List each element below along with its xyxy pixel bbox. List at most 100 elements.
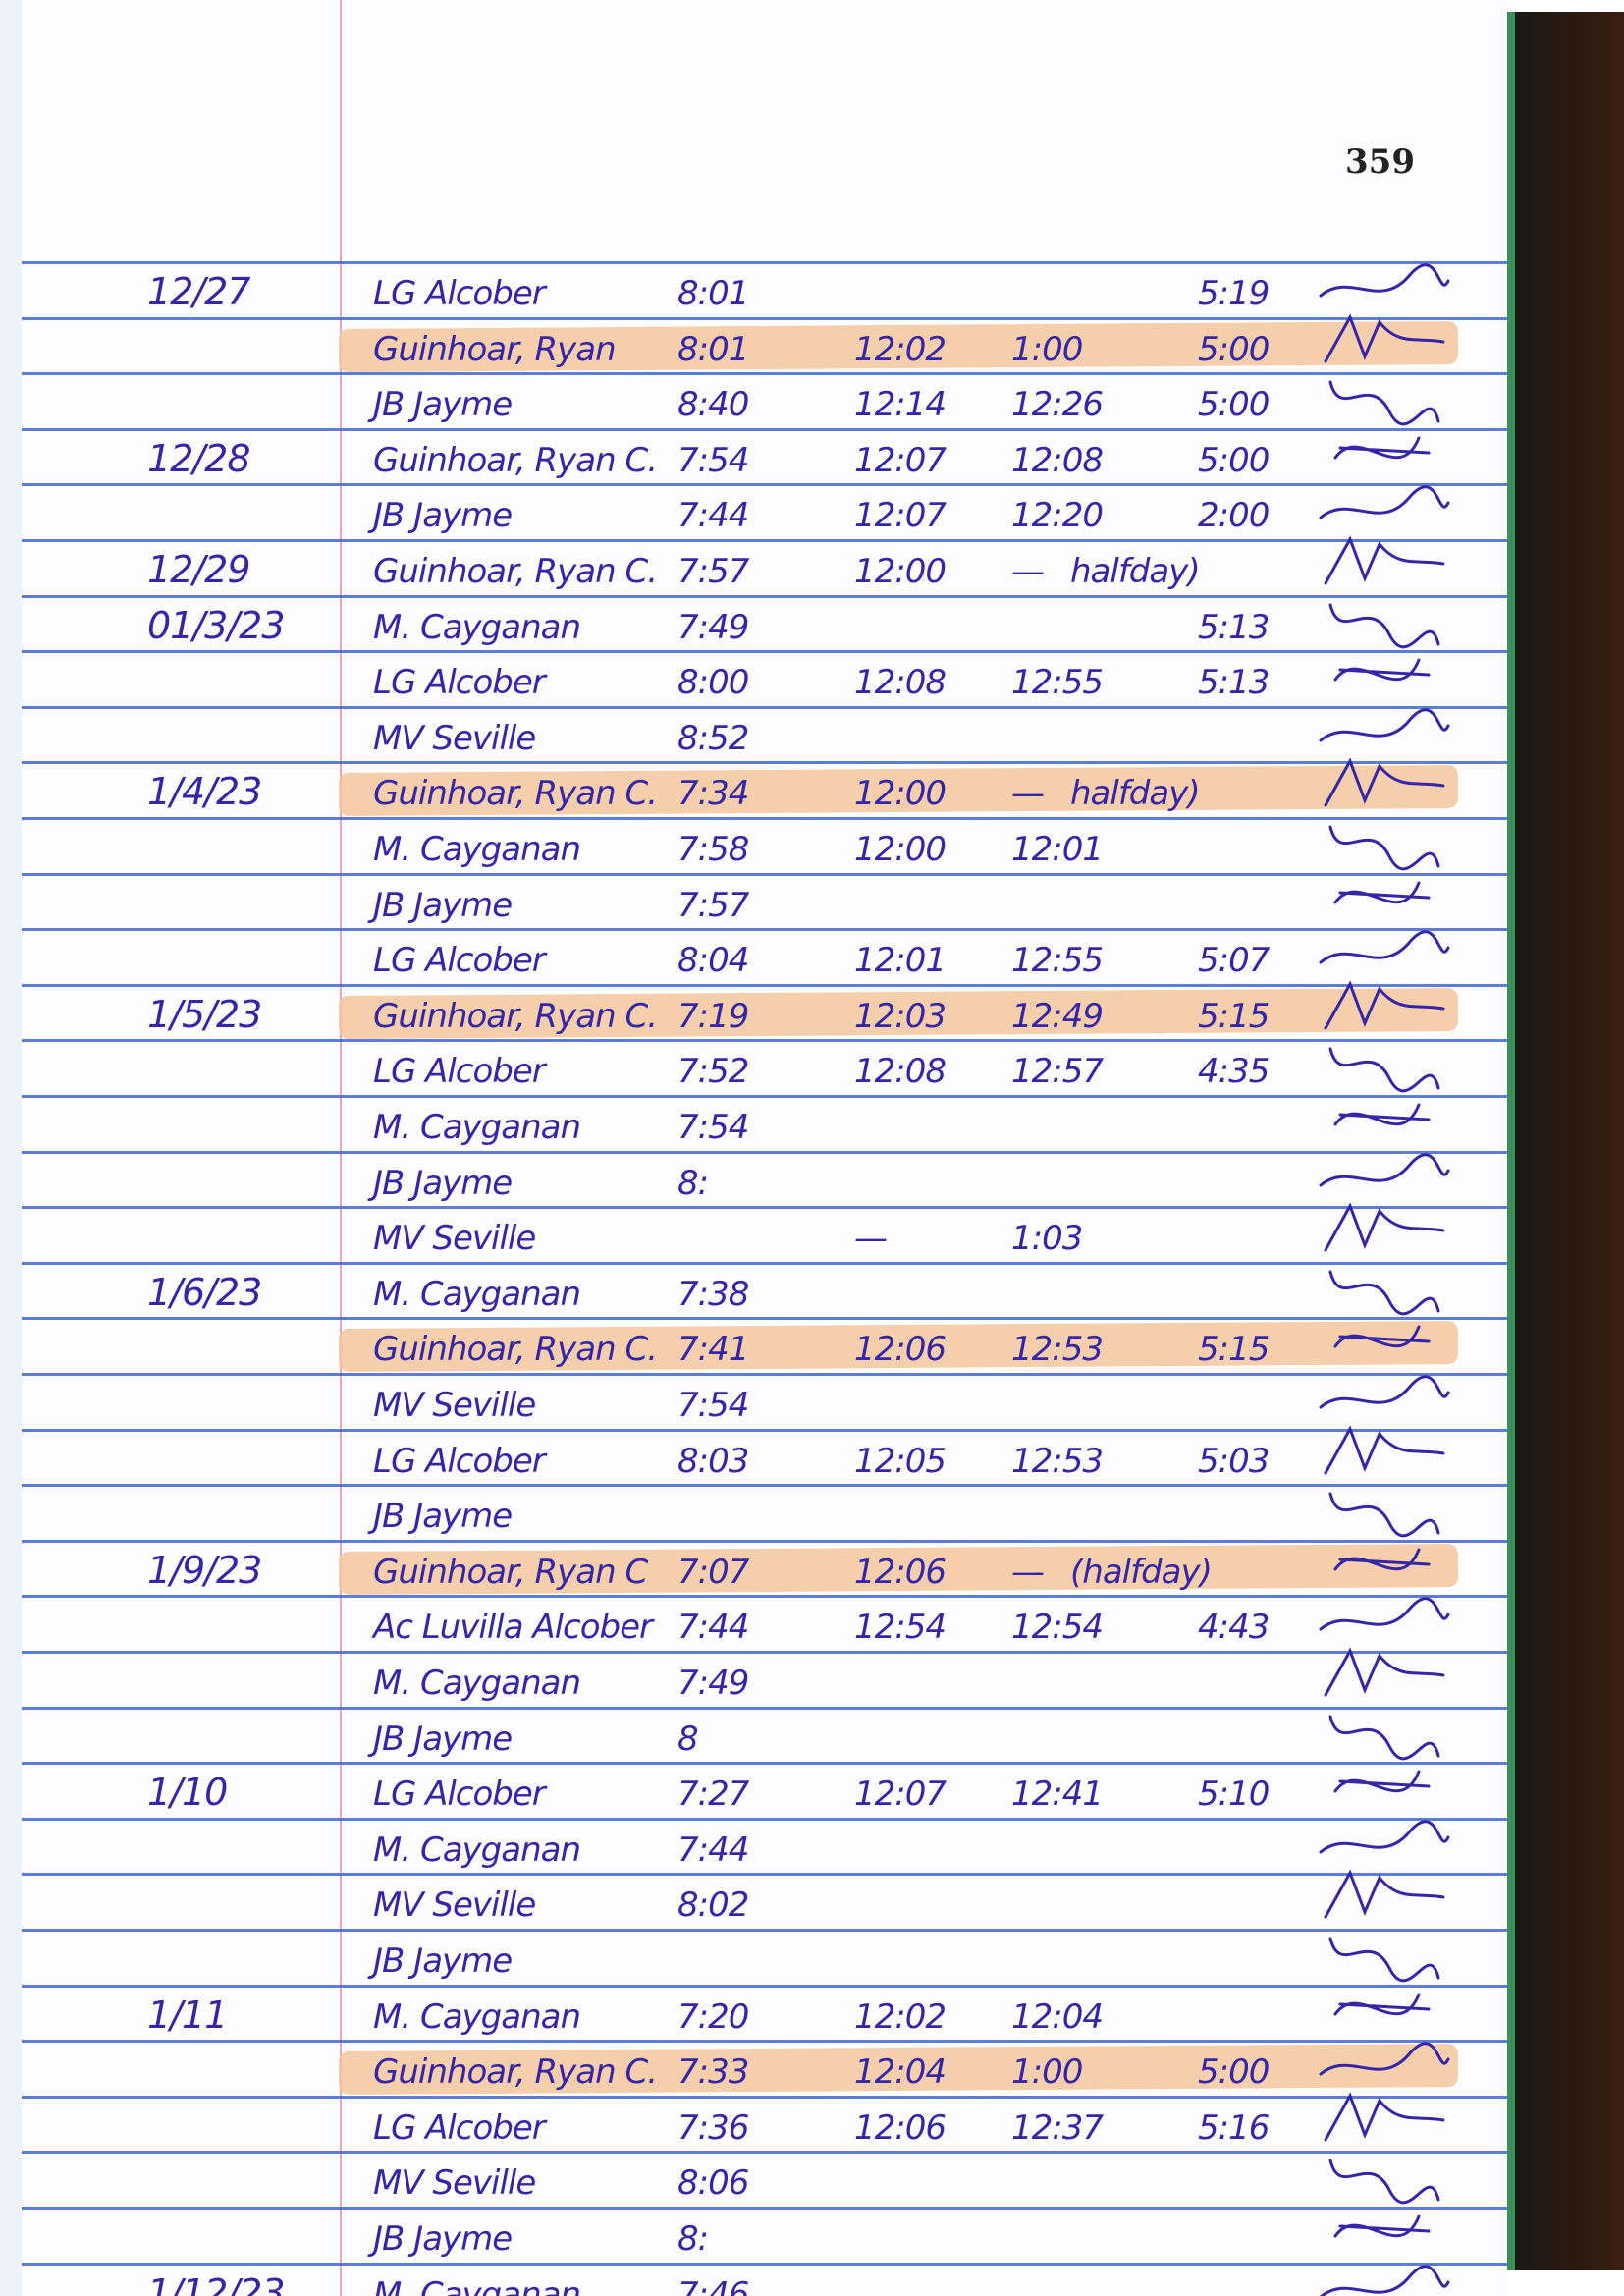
entry-date: 01/3/23 — [147, 603, 285, 647]
time-entry-0: 7:54 — [677, 1386, 749, 1425]
time-entry-1: 12:54 — [854, 1608, 947, 1648]
employee-name: JB Jayme — [373, 1941, 513, 1981]
time-entry-2: — — [1011, 1552, 1045, 1592]
signature-icon — [1333, 1103, 1431, 1126]
employee-name: M. Cayganan — [373, 1996, 581, 2037]
time-entry-0: 7:34 — [677, 774, 749, 814]
signature-icon — [1319, 708, 1450, 742]
ruled-line — [22, 1428, 1507, 1432]
signature-icon — [1319, 1820, 1450, 1854]
signature-icon — [1324, 1425, 1445, 1475]
signature-icon — [1319, 2264, 1450, 2296]
employee-name: JB Jayme — [373, 2219, 513, 2259]
signature-icon — [1328, 1715, 1440, 1760]
employee-name: Guinhoar, Ryan C. — [373, 996, 658, 1036]
time-entry-0: 7:41 — [677, 1330, 749, 1370]
time-entry-1: 12:14 — [854, 385, 947, 425]
time-entry-2: 1:00 — [1011, 329, 1083, 369]
ruled-line — [22, 1317, 1507, 1321]
entry-date: 12/28 — [147, 436, 251, 480]
signature-icon — [1333, 1548, 1431, 1571]
employee-name: M. Cayganan — [373, 607, 581, 647]
time-entry-1: 12:07 — [854, 496, 947, 536]
time-entry-2: 12:26 — [1011, 385, 1104, 425]
signature-icon — [1328, 603, 1440, 648]
signature-icon — [1333, 1325, 1431, 1348]
employee-name: Ac Luvilla Alcober — [373, 1608, 653, 1648]
entry-note: halfday) — [1070, 552, 1201, 591]
employee-name: LG Alcober — [373, 2107, 546, 2148]
time-entry-1: 12:06 — [854, 1330, 947, 1370]
log-entry-row: Guinhoar, Ryan C. 7:33 12:04 1:00 5:00 — [0, 2040, 1507, 2096]
ruled-line — [22, 2262, 1507, 2266]
ruled-line — [22, 872, 1507, 876]
time-entry-0: 7:07 — [677, 1552, 749, 1592]
employee-name: Guinhoar, Ryan — [373, 329, 617, 369]
time-entry-0: 8:00 — [677, 663, 749, 703]
time-entry-0: 8:02 — [677, 1886, 749, 1926]
employee-name: M. Cayganan — [373, 1664, 581, 1703]
log-entry-row: 12/29 Guinhoar, Ryan C. 7:57 12:00 — halfday) — [0, 535, 1507, 595]
time-entry-0: 7:33 — [677, 2052, 749, 2093]
page-edge-strip — [0, 0, 22, 2296]
log-entry-row: JB Jayme — [0, 1929, 1507, 1985]
time-entry-3: 5:07 — [1198, 941, 1270, 981]
entry-date: 1/9/23 — [147, 1548, 262, 1592]
employee-name: LG Alcober — [373, 1775, 546, 1815]
employee-name: LG Alcober — [373, 274, 546, 313]
employee-name: JB Jayme — [373, 885, 513, 925]
time-entry-2: 1:03 — [1011, 1219, 1083, 1259]
entry-note: (halfday) — [1070, 1552, 1213, 1592]
log-entry-row: M. Cayganan 7:58 12:00 12:01 — [0, 817, 1507, 873]
employee-name: JB Jayme — [373, 1163, 513, 1203]
time-entry-3: 5:00 — [1198, 440, 1270, 480]
signature-icon — [1319, 930, 1450, 964]
time-entry-1: 12:00 — [854, 552, 947, 591]
log-entry-row: M. Cayganan 7:44 — [0, 1818, 1507, 1874]
signature-icon — [1319, 263, 1450, 298]
signature-icon — [1324, 1869, 1445, 1919]
log-entry-row: MV Seville 8:02 — [0, 1869, 1507, 1929]
log-entry-row: 1/6/23 M. Cayganan 7:38 — [0, 1262, 1507, 1318]
signature-icon — [1333, 436, 1431, 460]
time-entry-1: 12:03 — [854, 996, 947, 1036]
log-entry-row: LG Alcober 8:00 12:08 12:55 5:13 — [0, 650, 1507, 706]
time-entry-2: 12:54 — [1011, 1608, 1104, 1648]
employee-name: M. Cayganan — [373, 830, 581, 869]
time-entry-0: 8: — [677, 2219, 709, 2259]
entry-date: 1/10 — [147, 1771, 228, 1815]
log-entry-row: JB Jayme 8:40 12:14 12:26 5:00 — [0, 372, 1507, 428]
time-entry-3: 5:13 — [1198, 663, 1270, 703]
entry-date: 1/5/23 — [147, 992, 262, 1036]
time-entry-3: 5:15 — [1198, 1330, 1270, 1370]
ruled-line — [22, 1595, 1507, 1599]
employee-name: Guinhoar, Ryan C — [373, 1552, 648, 1592]
employee-name: MV Seville — [373, 1386, 536, 1425]
ruled-line — [22, 2151, 1507, 2155]
ruled-line — [22, 1984, 1507, 1988]
log-entry-row: 1/4/23 Guinhoar, Ryan C. 7:34 12:00 — halfday… — [0, 757, 1507, 817]
employee-name: M. Cayganan — [373, 1274, 581, 1314]
time-entry-2: 12:20 — [1011, 496, 1104, 536]
log-entry-row: LG Alcober 8:03 12:05 12:53 5:03 — [0, 1425, 1507, 1485]
entry-date: 1/6/23 — [147, 1270, 262, 1314]
ruled-line — [22, 594, 1507, 598]
time-entry-3: 4:35 — [1198, 1052, 1270, 1092]
time-entry-0: 7:49 — [677, 607, 749, 647]
time-entry-0: 7:38 — [677, 1274, 749, 1314]
employee-name: LG Alcober — [373, 941, 546, 981]
ruled-line — [22, 1762, 1507, 1766]
signature-icon — [1324, 1647, 1445, 1697]
time-entry-1: 12:00 — [854, 774, 947, 814]
page-number: 359 — [1345, 142, 1415, 182]
log-entry-row: Ac Luvilla Alcober 7:44 12:54 12:54 4:43 — [0, 1595, 1507, 1651]
time-entry-1: 12:06 — [854, 2107, 947, 2148]
time-entry-0: 7:19 — [677, 996, 749, 1036]
time-entry-3: 5:00 — [1198, 329, 1270, 369]
log-entry-row: LG Alcober 7:52 12:08 12:57 4:35 — [0, 1039, 1507, 1095]
ruled-line — [22, 2095, 1507, 2099]
entry-date: 12/29 — [147, 548, 251, 591]
log-entry-row: JB Jayme — [0, 1484, 1507, 1540]
notebook-binding — [1507, 12, 1624, 2270]
signature-icon — [1333, 881, 1431, 904]
